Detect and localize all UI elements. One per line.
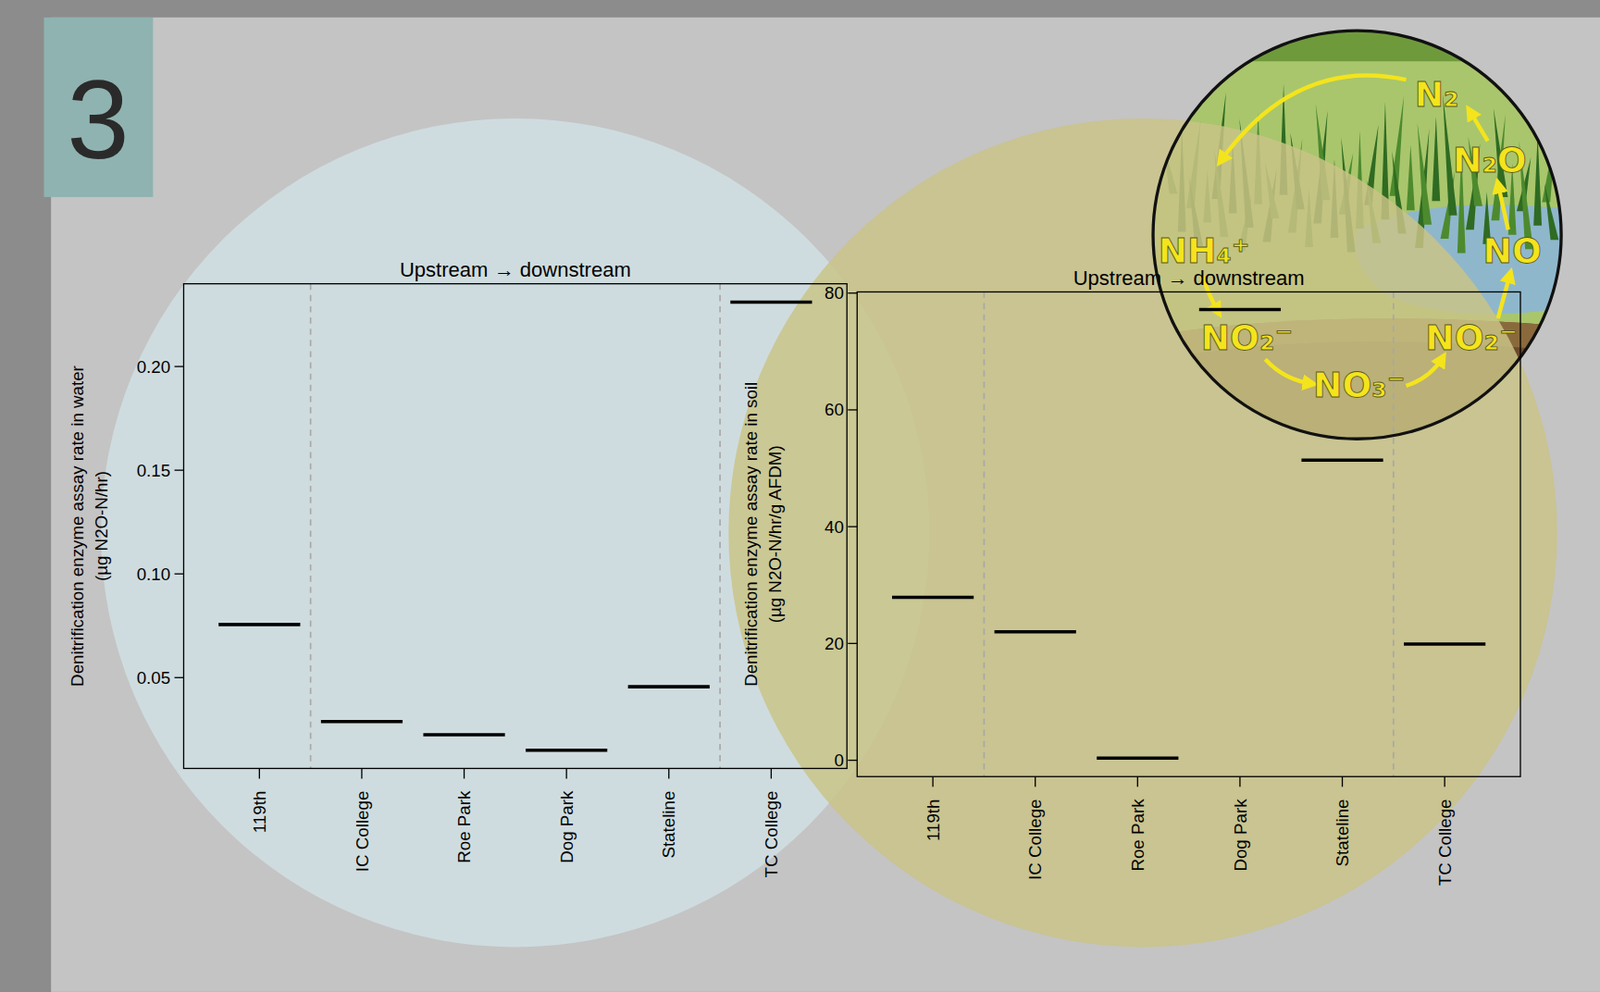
plot-frame [856,291,1521,777]
mean-segment [1096,756,1179,761]
x-tick-label: Stateline [658,791,679,859]
x-tick [1137,776,1139,787]
cycle-node: N₂O [1452,139,1527,181]
cycle-arrow [1220,74,1407,162]
panel-label: 3 [66,56,129,183]
separator [983,291,986,777]
y-tick-label: 0.20 [136,357,171,377]
plot-frame [183,284,847,769]
mean-segment [218,622,300,627]
x-tick-label: Stateline [1332,798,1352,867]
x-tick-label: IC College [352,791,373,872]
outer-bg [0,0,1600,992]
mean-segment [1301,458,1383,462]
separator [310,284,312,769]
y-axis-title-line: (µg N2O-N/hr) [91,471,112,582]
y-axis-title-line: (µg N2O-N/hr/g AFDM) [765,445,785,623]
y-axis-title: Denitrification enzyme assay rate in wat… [67,365,111,687]
cycle-node: NO₃⁻ [1313,364,1405,406]
x-tick [463,768,465,779]
cycle-node: N₂ [1414,74,1460,115]
soil-circle [728,118,1557,947]
inset-border [1153,30,1562,439]
x-tick [1034,776,1036,787]
y-tick-label: 40 [824,517,844,537]
chart: Upstream → downstream 0 20 40 60 80 Denitrific… [741,266,1521,886]
mean-segment [525,748,608,753]
y-tick [174,573,185,575]
inset-reed [1431,116,1440,202]
separator [719,284,721,769]
x-tick [770,768,772,779]
cycle-node: NO [1483,230,1542,272]
y-tick-label: 0.05 [136,668,171,688]
y-tick [847,525,857,527]
x-tick [565,768,567,779]
y-tick [847,759,857,761]
inset-far [1142,20,1572,62]
x-tick-label: 119th [249,791,270,834]
x-tick-label: Roe Park [454,790,474,864]
y-tick-label: 80 [824,283,844,303]
cycle-arrow [1265,359,1313,384]
marks [892,309,1486,758]
y-tick [174,469,185,471]
inset-reed [1417,122,1432,224]
cycle-arrow [1469,110,1489,141]
cycle-arrow [1405,357,1443,386]
x-tick [259,768,261,779]
chart: Upstream → downstream 0.05 0.10 0.15 0.20 Den… [67,258,847,878]
x-tick-label: TC College [1435,798,1455,886]
mean-segment [422,732,505,737]
y-tick [847,409,857,410]
y-axis-title-line: Denitrification enzyme assay rate in soi… [741,382,761,687]
y-axis-title: Denitrification enzyme assay rate in soi… [741,382,784,687]
mean-segment [628,684,710,689]
chart-title: Upstream → downstream [399,258,632,282]
x-tick [1443,776,1445,787]
x-tick-label: Roe Park [1128,798,1148,872]
y-tick-label: 0.10 [136,564,171,584]
mean-segment [994,630,1077,634]
y-tick [847,292,857,294]
y-tick [174,677,185,679]
y-tick [174,365,185,367]
mean-segment [730,300,812,305]
cycle-arrow [1498,273,1511,320]
x-tick-label: 119th [923,798,943,842]
x-tick [1341,776,1343,787]
mean-segment [321,719,403,724]
y-tick [847,643,857,645]
cycle-node: NO₂⁻ [1201,317,1293,359]
mean-segment [1199,308,1281,312]
x-tick [668,768,670,779]
y-tick-label: 0 [833,750,844,770]
panel-label-box [43,17,153,198]
page: 3N₂N₂ONONO₂⁻NO₃⁻NO₂⁻NH₄⁺Upstream → downs… [0,0,1600,992]
marks [218,302,812,751]
x-tick [1239,776,1241,787]
cycle-arrow [1498,184,1509,231]
page-bg [50,17,1600,992]
x-tick [931,776,933,787]
y-tick-label: 60 [824,399,844,420]
x-tick-label: Dog Park [557,790,577,864]
inset-reed [1406,145,1415,211]
x-tick-label: Dog Park [1230,798,1251,872]
cycle-node: NO₂⁻ [1425,317,1517,359]
y-axis-title-line: Denitrification enzyme assay rate in wat… [67,365,87,687]
chart-title: Upstream → downstream [1073,266,1305,290]
x-tick-label: IC College [1025,798,1045,880]
separator [1392,291,1395,777]
mean-segment [1403,642,1486,646]
x-tick-label: TC College [761,791,782,879]
mean-segment [892,595,974,600]
x-tick [360,768,362,779]
y-tick-label: 20 [824,633,844,654]
y-tick-label: 0.15 [136,460,171,481]
